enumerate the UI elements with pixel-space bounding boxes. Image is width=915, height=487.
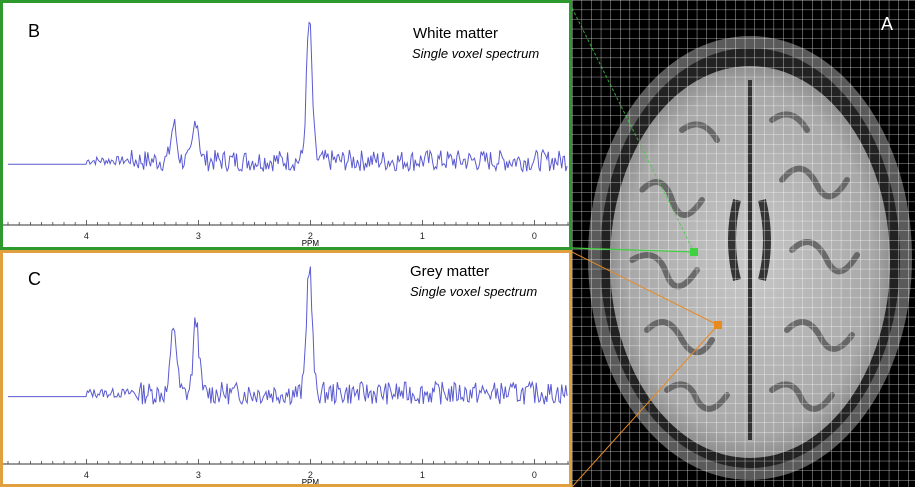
ppm-tick-label: 1 xyxy=(420,231,425,241)
white-matter-spectrum-panel: B White matter Single voxel spectrum 4 3 2… xyxy=(0,0,572,250)
grey-matter-spectrum-panel: C Grey matter Single voxel spectrum 4 3 2 1… xyxy=(0,250,572,487)
ppm-tick-label: 3 xyxy=(196,231,201,241)
ppm-tick-label: 2 xyxy=(308,231,313,241)
grey-matter-voxel-marker xyxy=(714,321,722,329)
white-matter-subtitle: Single voxel spectrum xyxy=(412,46,540,61)
panel-label-c: C xyxy=(28,269,41,289)
ppm-tick-label: 4 xyxy=(84,231,89,241)
ppm-tick-label: 3 xyxy=(196,470,201,480)
white-matter-connector-line xyxy=(572,247,695,253)
mri-brain-image xyxy=(572,0,915,487)
ppm-axis-label: PPM xyxy=(302,478,320,484)
ppm-tick-label: 0 xyxy=(532,470,537,480)
white-matter-title: White matter xyxy=(413,25,499,42)
spectrum-line xyxy=(8,21,568,173)
white-matter-spectrum-plot: 4 3 2 1 0 PPM xyxy=(3,21,569,247)
white-matter-voxel-marker xyxy=(690,248,698,256)
grey-matter-spectrum-plot: 4 3 2 1 0 PPM xyxy=(3,266,569,484)
ppm-axis-label: PPM xyxy=(302,239,320,247)
ppm-tick-label: 2 xyxy=(308,470,313,480)
ppm-tick-label: 0 xyxy=(532,231,537,241)
ppm-tick-label: 1 xyxy=(420,470,425,480)
grey-matter-title: Grey matter xyxy=(410,263,490,280)
ppm-tick-label: 4 xyxy=(84,470,89,480)
voxel-grid xyxy=(572,0,915,487)
mri-axial-image-panel: A xyxy=(572,0,915,487)
grey-matter-connector-line xyxy=(572,251,719,326)
grey-matter-subtitle: Single voxel spectrum xyxy=(410,284,538,299)
panel-label-a: A xyxy=(880,14,893,34)
panel-label-b: B xyxy=(28,21,41,41)
spectrum-line xyxy=(8,266,568,406)
